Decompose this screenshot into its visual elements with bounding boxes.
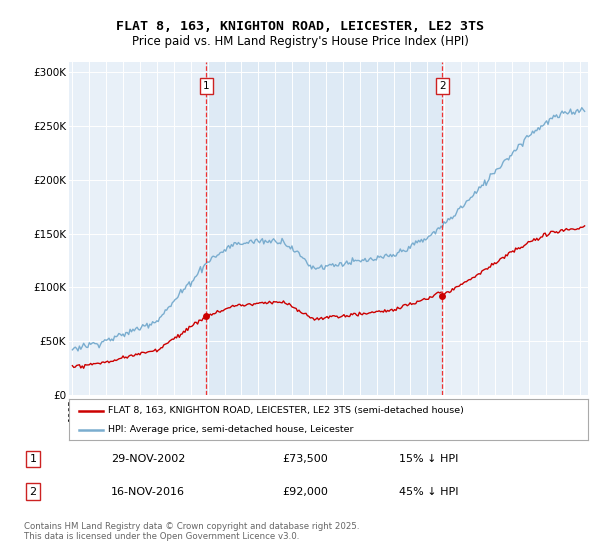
Text: FLAT 8, 163, KNIGHTON ROAD, LEICESTER, LE2 3TS: FLAT 8, 163, KNIGHTON ROAD, LEICESTER, L… (116, 20, 484, 32)
Text: 2: 2 (29, 487, 37, 497)
Text: 29-NOV-2002: 29-NOV-2002 (111, 454, 185, 464)
Bar (206, 62, 442, 395)
Point (437, 291, 447, 300)
Text: 1: 1 (203, 81, 209, 91)
Text: 16-NOV-2016: 16-NOV-2016 (111, 487, 185, 497)
Point (202, 311, 211, 320)
Text: Price paid vs. HM Land Registry's House Price Index (HPI): Price paid vs. HM Land Registry's House … (131, 35, 469, 48)
Text: 2: 2 (439, 81, 446, 91)
Text: 15% ↓ HPI: 15% ↓ HPI (399, 454, 458, 464)
Text: 45% ↓ HPI: 45% ↓ HPI (399, 487, 458, 497)
Text: Contains HM Land Registry data © Crown copyright and database right 2025.
This d: Contains HM Land Registry data © Crown c… (24, 522, 359, 542)
Text: HPI: Average price, semi-detached house, Leicester: HPI: Average price, semi-detached house,… (108, 425, 353, 434)
Text: FLAT 8, 163, KNIGHTON ROAD, LEICESTER, LE2 3TS (semi-detached house): FLAT 8, 163, KNIGHTON ROAD, LEICESTER, L… (108, 406, 464, 415)
Text: £92,000: £92,000 (282, 487, 328, 497)
Text: 1: 1 (29, 454, 37, 464)
Text: £73,500: £73,500 (282, 454, 328, 464)
